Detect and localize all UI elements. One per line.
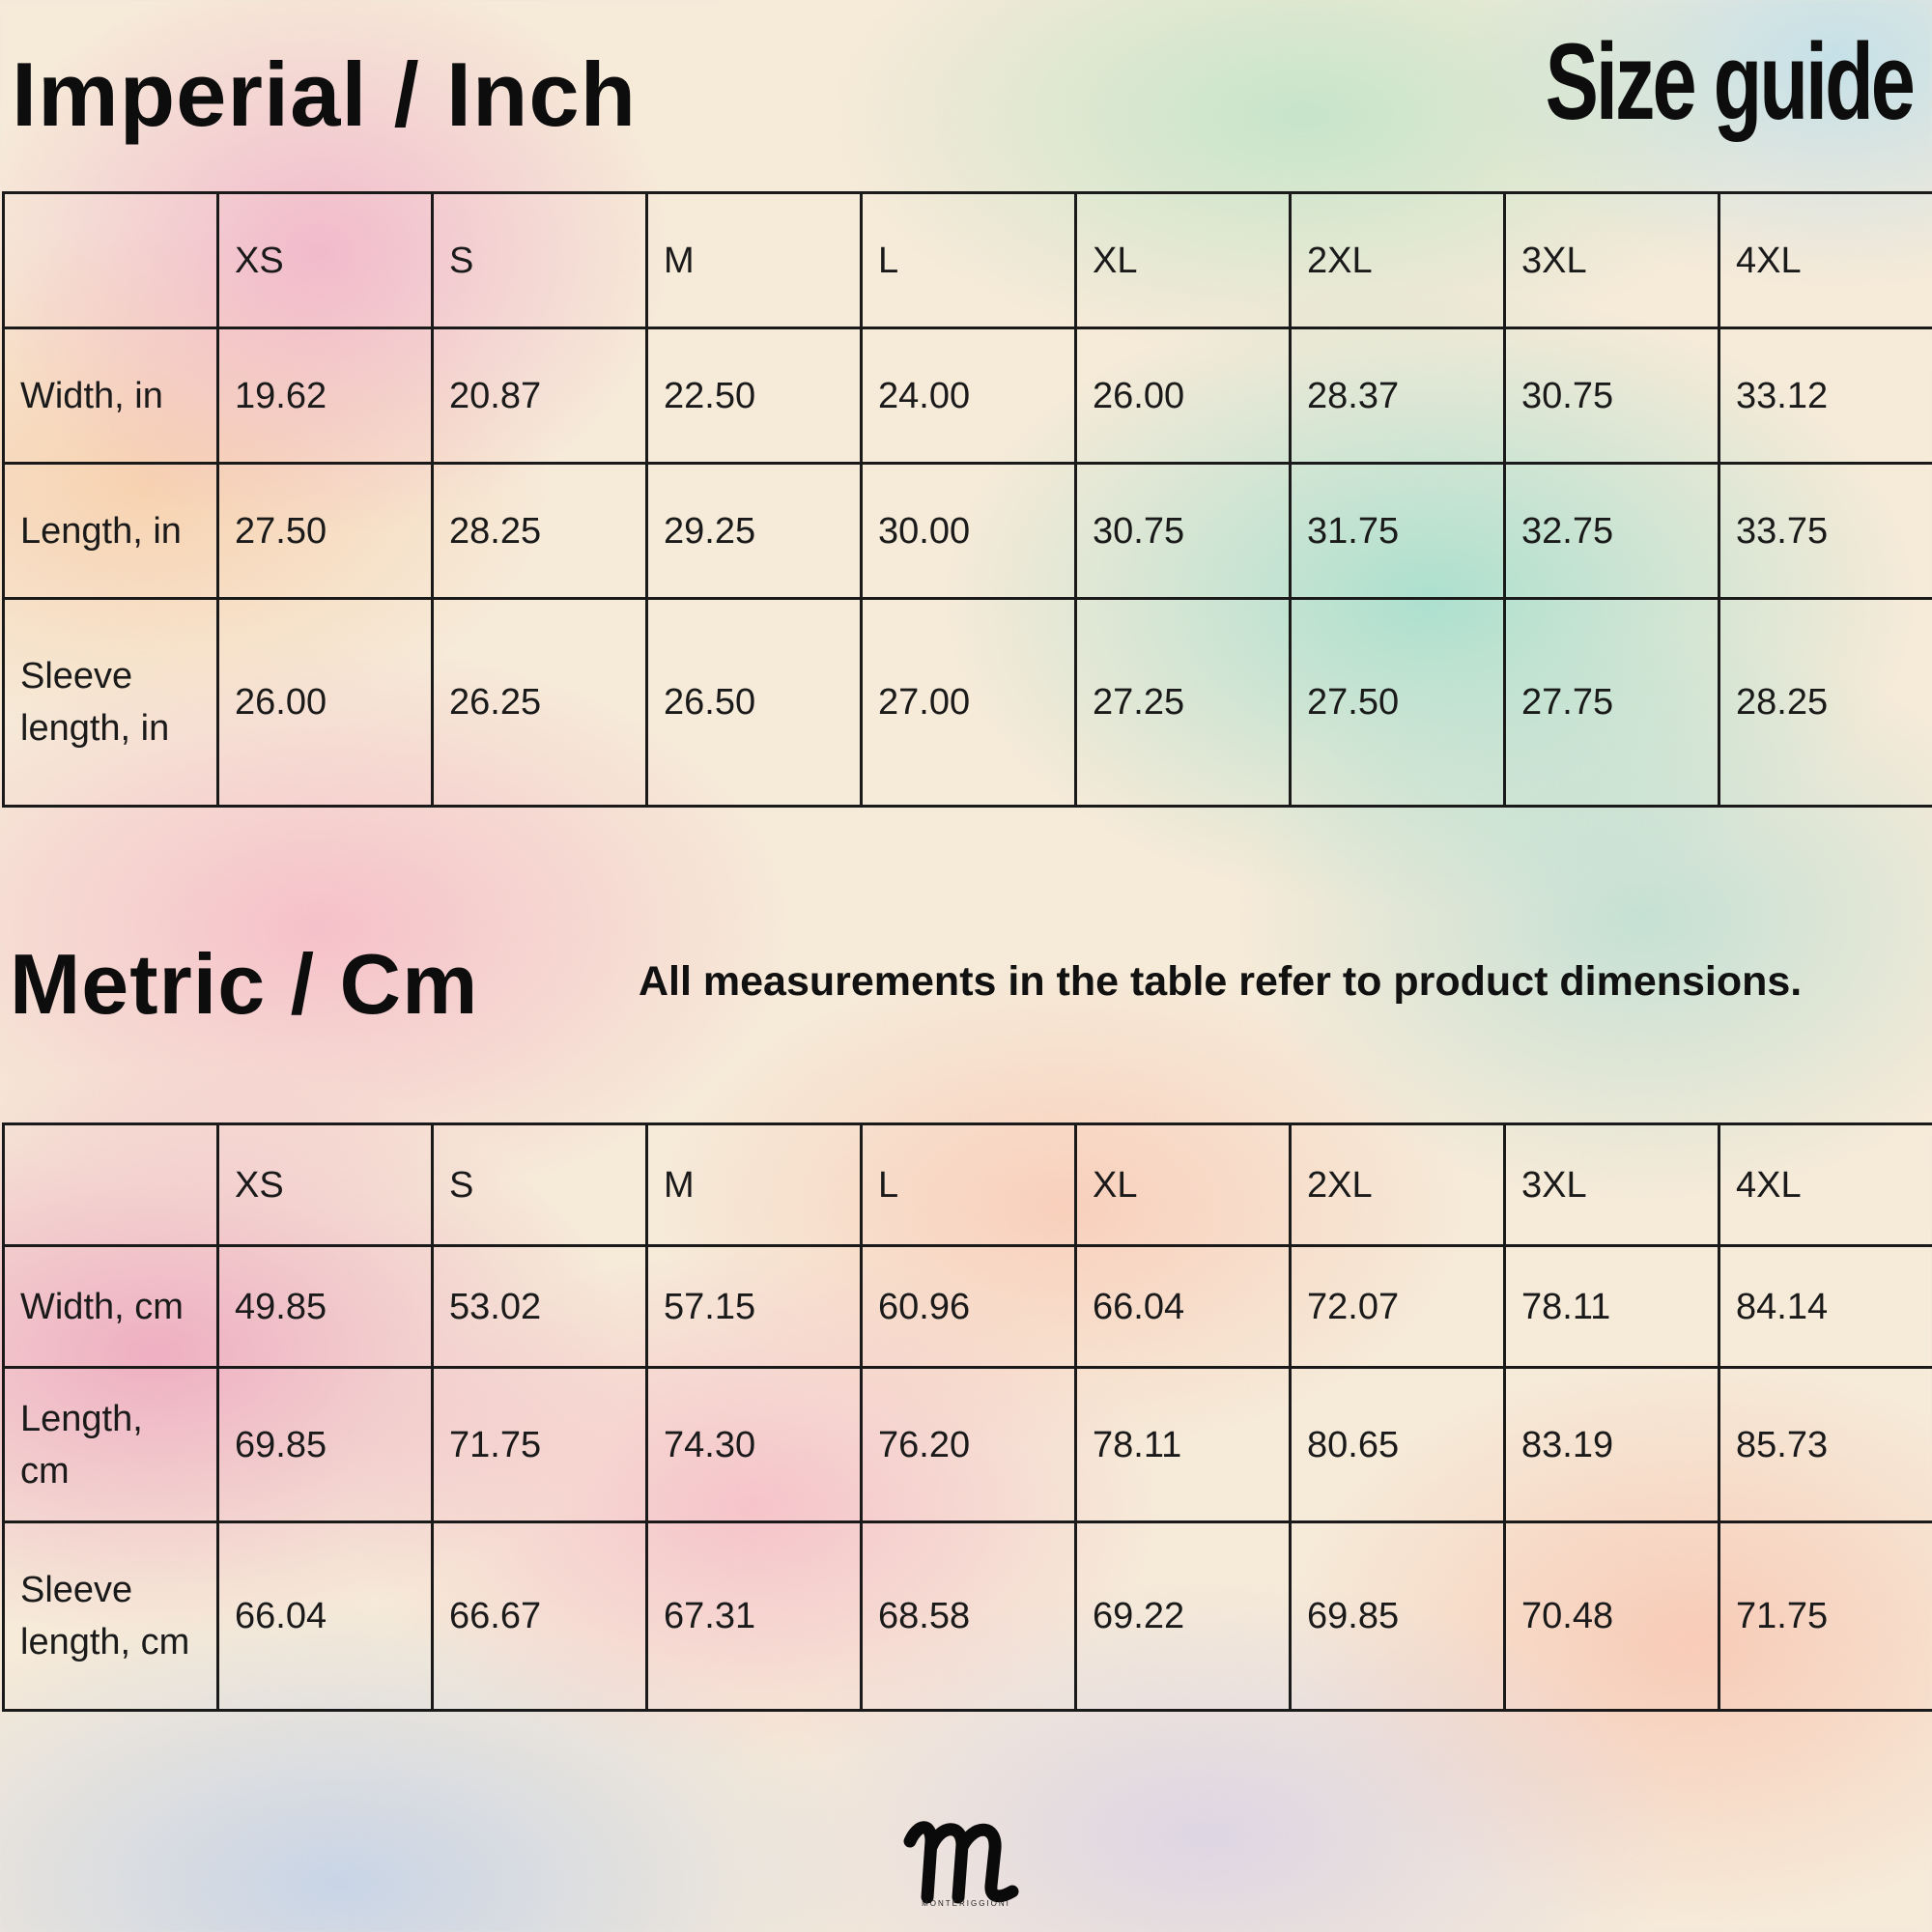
row-label: Sleeve length, cm [2,1520,219,1712]
table-cell: 28.25 [1718,597,1932,808]
table-cell: 27.75 [1503,597,1720,808]
table-cell: 76.20 [860,1366,1077,1523]
header-cell-3xl: 3XL [1503,191,1720,329]
table-cell: 27.50 [1289,597,1506,808]
table-cell: 30.75 [1074,462,1292,600]
header-cell-l: L [860,1122,1077,1247]
header-cell-xl: XL [1074,1122,1292,1247]
header-cell-2xl: 2XL [1289,191,1506,329]
table-cell: 53.02 [431,1244,648,1369]
row-label: Width, cm [2,1244,219,1369]
table-cell: 83.19 [1503,1366,1720,1523]
header-cell-2xl: 2XL [1289,1122,1506,1247]
row-label: Width, in [2,327,219,465]
table-cell: 84.14 [1718,1244,1932,1369]
table-row: Sleeve length, in 26.00 26.25 26.50 27.0… [2,597,1932,808]
table-row: Length, cm 69.85 71.75 74.30 76.20 78.11… [2,1366,1932,1523]
table-cell: 20.87 [431,327,648,465]
header-cell-m: M [645,191,863,329]
header-cell-empty [2,1122,219,1247]
table-cell: 66.04 [1074,1244,1292,1369]
size-guide-title: Size guide [1545,21,1916,142]
table-cell: 26.00 [216,597,434,808]
table-cell: 28.37 [1289,327,1506,465]
imperial-size-table: XS S M L XL 2XL 3XL 4XL Width, in 19.62 … [2,191,1932,808]
table-row: Length, in 27.50 28.25 29.25 30.00 30.75… [2,462,1932,600]
table-cell: 69.22 [1074,1520,1292,1712]
row-label: Sleeve length, in [2,597,219,808]
header-cell-m: M [645,1122,863,1247]
metric-title: Metric / Cm [10,936,479,1032]
header-cell-empty [2,191,219,329]
table-header-row: XS S M L XL 2XL 3XL 4XL [2,191,1932,329]
table-cell: 57.15 [645,1244,863,1369]
header-cell-4xl: 4XL [1718,191,1932,329]
table-cell: 71.75 [431,1366,648,1523]
imperial-title: Imperial / Inch [12,43,638,145]
table-cell: 69.85 [1289,1520,1506,1712]
metric-size-table: XS S M L XL 2XL 3XL 4XL Width, cm 49.85 … [2,1122,1932,1712]
table-row: Width, cm 49.85 53.02 57.15 60.96 66.04 … [2,1244,1932,1369]
table-cell: 74.30 [645,1366,863,1523]
table-cell: 66.67 [431,1520,648,1712]
table-cell: 31.75 [1289,462,1506,600]
table-cell: 29.25 [645,462,863,600]
header-cell-4xl: 4XL [1718,1122,1932,1247]
table-cell: 27.25 [1074,597,1292,808]
table-cell: 71.75 [1718,1520,1932,1712]
table-cell: 72.07 [1289,1244,1506,1369]
table-cell: 70.48 [1503,1520,1720,1712]
brand-wordmark: MONTERIGGIONI [922,1899,1010,1908]
header-cell-s: S [431,1122,648,1247]
table-cell: 28.25 [431,462,648,600]
table-cell: 30.00 [860,462,1077,600]
header-cell-xl: XL [1074,191,1292,329]
header-cell-s: S [431,191,648,329]
table-cell: 27.50 [216,462,434,600]
table-cell: 69.85 [216,1366,434,1523]
table-cell: 26.00 [1074,327,1292,465]
header-cell-xs: XS [216,1122,434,1247]
brand-m-logo-icon [903,1821,1019,1904]
header-cell-l: L [860,191,1077,329]
row-label: Length, in [2,462,219,600]
table-cell: 60.96 [860,1244,1077,1369]
table-cell: 26.25 [431,597,648,808]
header-cell-3xl: 3XL [1503,1122,1720,1247]
table-cell: 66.04 [216,1520,434,1712]
row-label: Length, cm [2,1366,219,1523]
table-cell: 19.62 [216,327,434,465]
table-row: Sleeve length, cm 66.04 66.67 67.31 68.5… [2,1520,1932,1712]
table-cell: 68.58 [860,1520,1077,1712]
table-cell: 67.31 [645,1520,863,1712]
table-cell: 27.00 [860,597,1077,808]
table-cell: 22.50 [645,327,863,465]
table-cell: 80.65 [1289,1366,1506,1523]
table-cell: 78.11 [1503,1244,1720,1369]
header-cell-xs: XS [216,191,434,329]
table-cell: 85.73 [1718,1366,1932,1523]
table-cell: 78.11 [1074,1366,1292,1523]
table-cell: 26.50 [645,597,863,808]
table-cell: 32.75 [1503,462,1720,600]
measurement-note: All measurements in the table refer to p… [639,958,1803,1005]
table-cell: 30.75 [1503,327,1720,465]
table-header-row: XS S M L XL 2XL 3XL 4XL [2,1122,1932,1247]
table-cell: 24.00 [860,327,1077,465]
table-row: Width, in 19.62 20.87 22.50 24.00 26.00 … [2,327,1932,465]
table-cell: 33.75 [1718,462,1932,600]
table-cell: 49.85 [216,1244,434,1369]
table-cell: 33.12 [1718,327,1932,465]
